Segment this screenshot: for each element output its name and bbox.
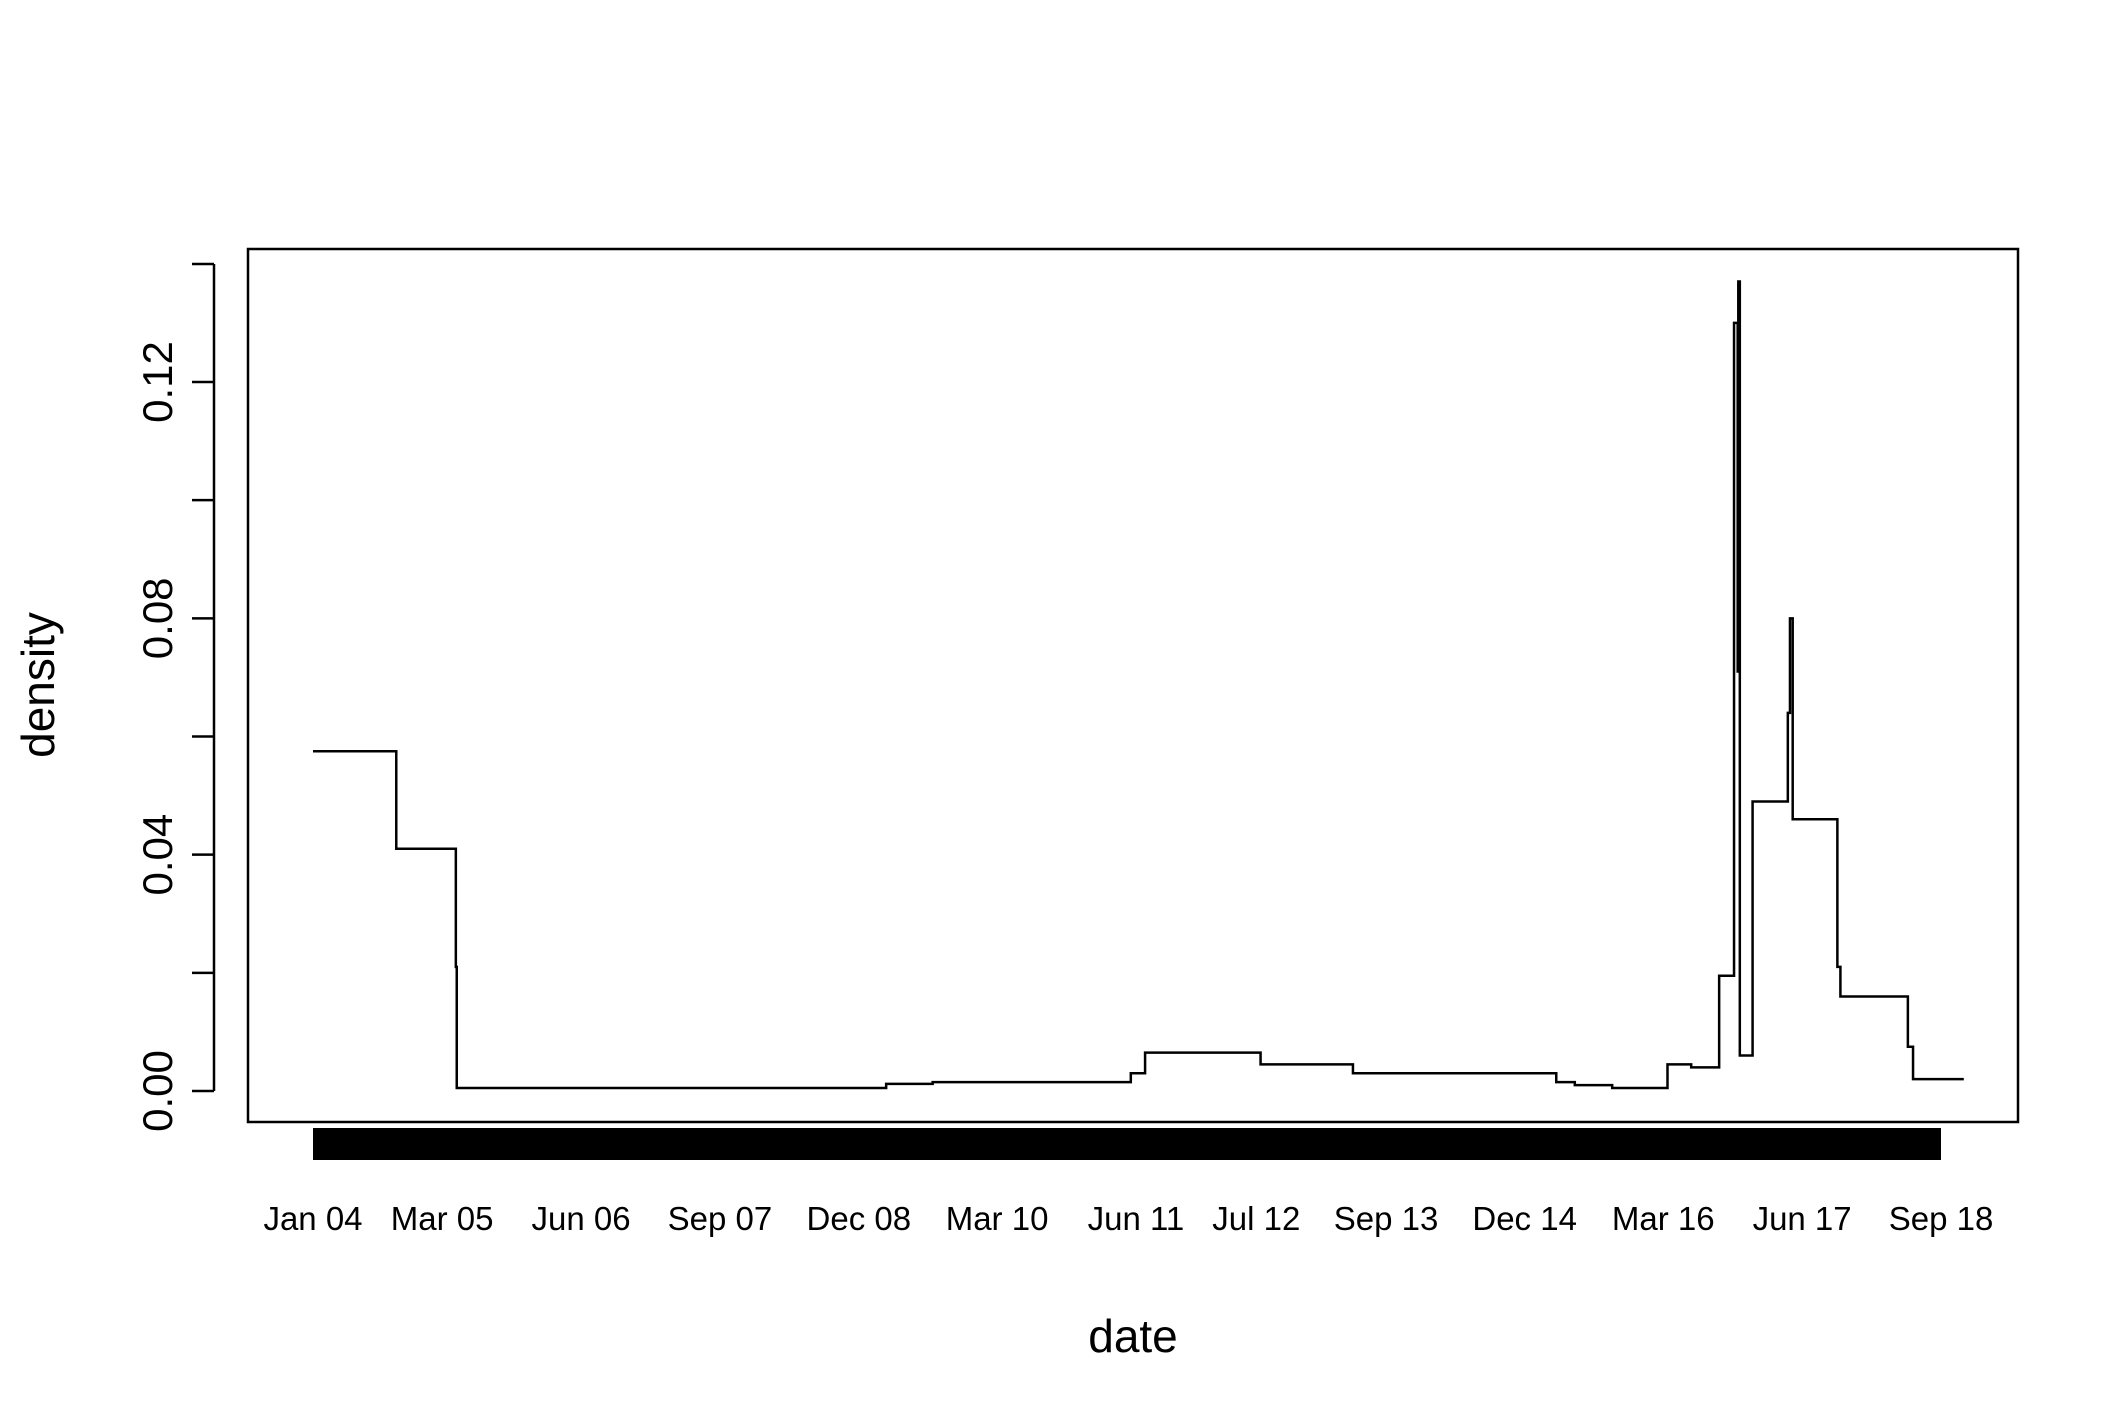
x-tick-label: Jun 06 [531, 1200, 630, 1237]
x-tick-label: Jan 04 [263, 1200, 362, 1237]
x-tick-label: Sep 18 [1889, 1200, 1994, 1237]
plot-border [246, 247, 2020, 1124]
x-tick-label: Mar 10 [946, 1200, 1049, 1237]
y-axis-label: density [12, 612, 64, 758]
rug [313, 1128, 1941, 1160]
y-tick-label: 0.12 [134, 341, 181, 423]
x-tick-label: Sep 07 [668, 1200, 773, 1237]
x-tick-label: Dec 08 [807, 1200, 912, 1237]
x-tick-label: Sep 13 [1334, 1200, 1439, 1237]
y-tick-label: 0.04 [134, 814, 181, 896]
x-tick-label: Mar 16 [1612, 1200, 1715, 1237]
series [312, 280, 1964, 1090]
x-tick-label: Jun 17 [1753, 1200, 1852, 1237]
y-axis: 0.00 0.04 0.08 0.12 [134, 262, 216, 1132]
x-tick-label: Jul 12 [1212, 1200, 1300, 1237]
rug-band [313, 1128, 1941, 1160]
x-axis-label: date [1088, 1310, 1178, 1362]
y-tick-label: 0.08 [134, 577, 181, 659]
x-axis: Jan 04 Mar 05 Jun 06 Sep 07 Dec 08 Mar 10 Jun … [263, 1200, 1993, 1237]
x-tick-label: Mar 05 [391, 1200, 494, 1237]
x-tick-label: Jun 11 [1088, 1200, 1185, 1237]
density-step-line [313, 280, 1964, 1090]
x-tick-label: Dec 14 [1472, 1200, 1577, 1237]
y-tick-label: 0.00 [134, 1050, 181, 1132]
